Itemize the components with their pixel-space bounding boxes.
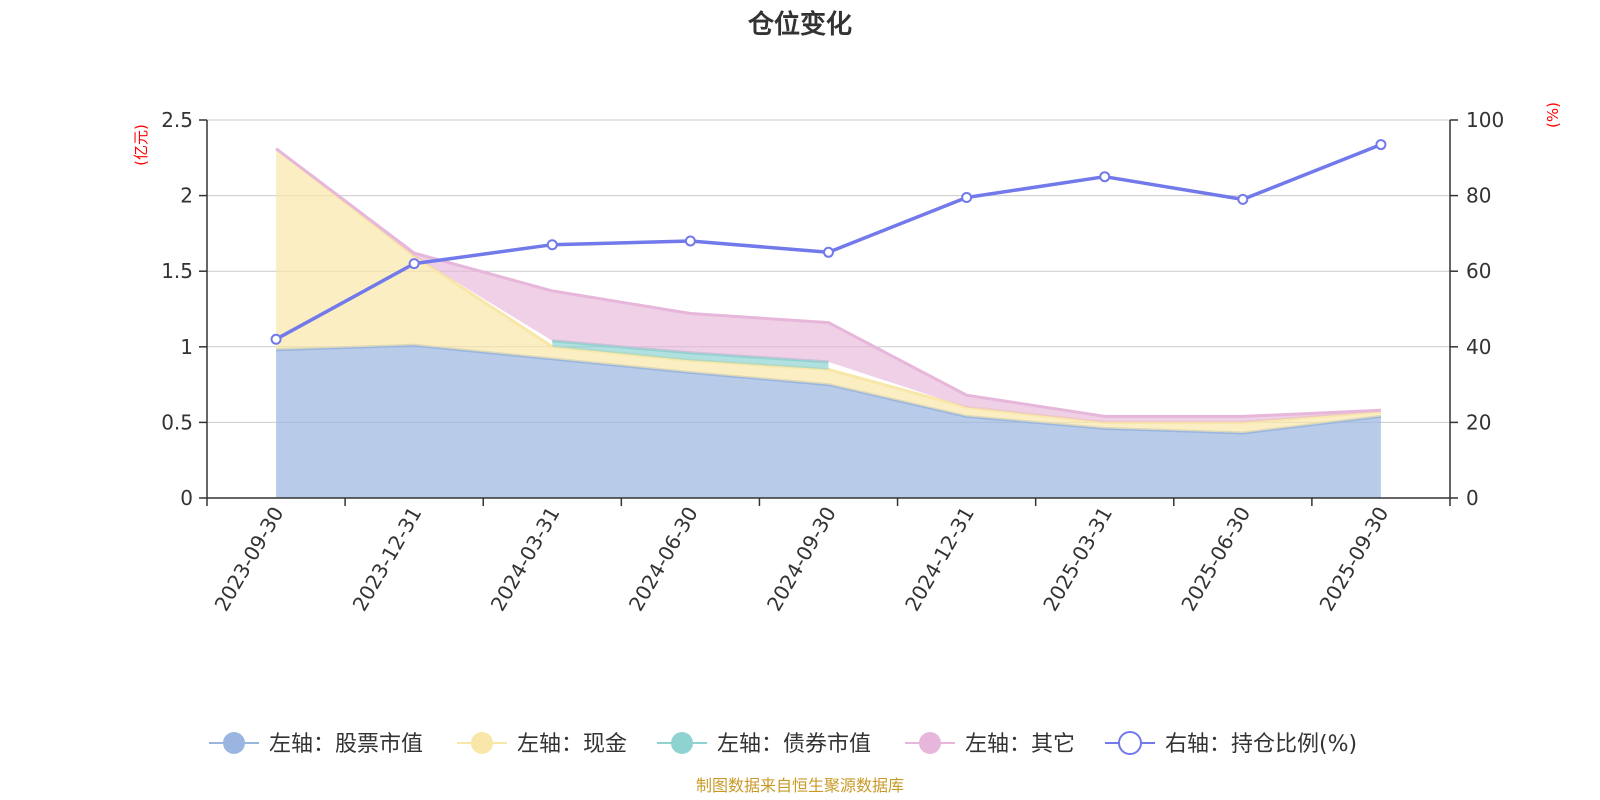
right-axis-unit: (%)	[1544, 102, 1562, 128]
legend-marker	[471, 732, 493, 754]
ratio-point	[684, 235, 696, 247]
legend-label: 右轴：持仓比例(%)	[1165, 732, 1357, 757]
legend-item-stock: 左轴：股票市值	[209, 732, 423, 757]
area-edge-other-0	[275, 147, 1381, 418]
legend-item-bond: 左轴：债券市值	[657, 732, 871, 757]
area-other-0	[276, 148, 1381, 423]
legend-item-other: 左轴：其它	[905, 732, 1075, 757]
left-tick-label: 1.5	[161, 259, 193, 283]
ratio-point	[270, 333, 282, 345]
ratio-point	[823, 246, 834, 258]
x-tick-label: 2025-03-31	[1038, 503, 1117, 616]
right-tick-label: 100	[1466, 108, 1504, 132]
ratio-point	[1237, 193, 1249, 205]
right-tick-label: 0	[1466, 486, 1479, 510]
chart-title: 仓位变化	[747, 9, 852, 40]
ratio-point	[546, 239, 558, 251]
legend: 左轴：股票市值 左轴：现金 左轴：债券市值 左轴：其它 右轴：持仓比例(%)	[209, 731, 1357, 757]
x-tick-label: 2023-09-30	[209, 503, 288, 616]
right-tick-label: 20	[1466, 410, 1491, 434]
area-cash-0	[276, 148, 1381, 433]
x-tick-label: 2024-06-30	[624, 503, 703, 616]
left-tick-label: 2	[180, 184, 193, 208]
x-tick-label: 2025-09-30	[1314, 503, 1393, 616]
ratio-point	[408, 258, 420, 270]
x-tick-label: 2024-03-31	[486, 503, 565, 616]
legend-marker	[1118, 731, 1142, 755]
legend-marker	[223, 732, 245, 754]
x-tick-label: 2024-12-31	[900, 503, 979, 616]
left-tick-label: 2.5	[161, 108, 193, 132]
legend-label: 左轴：其它	[965, 732, 1075, 757]
stacked-areas	[275, 147, 1382, 498]
x-tick-label: 2023-12-31	[348, 503, 427, 616]
x-tick-label: 2024-09-30	[762, 503, 841, 616]
left-tick-label: 0.5	[161, 410, 193, 434]
legend-marker	[671, 732, 693, 754]
legend-label: 左轴：股票市值	[269, 732, 423, 757]
area-stock-0	[276, 345, 1381, 498]
x-tick-label: 2025-06-30	[1176, 503, 1255, 616]
legend-item-ratio: 右轴：持仓比例(%)	[1105, 731, 1357, 757]
legend-label: 左轴：债券市值	[717, 732, 871, 757]
ratio-point	[961, 191, 973, 203]
ratio-line-layer	[270, 139, 1387, 345]
left-tick-label: 1	[180, 335, 193, 359]
right-tick-label: 40	[1466, 335, 1491, 359]
ratio-point	[1099, 171, 1111, 183]
legend-marker	[919, 732, 941, 754]
left-axis-unit: (亿元)	[132, 124, 150, 166]
legend-item-cash: 左轴：现金	[457, 732, 627, 757]
left-tick-label: 0	[180, 486, 193, 510]
right-tick-label: 80	[1466, 184, 1491, 208]
legend-label: 左轴：现金	[517, 732, 627, 757]
right-tick-label: 60	[1466, 259, 1491, 283]
ratio-point	[1375, 139, 1387, 151]
data-source-note: 制图数据来自恒生聚源数据库	[696, 776, 904, 795]
